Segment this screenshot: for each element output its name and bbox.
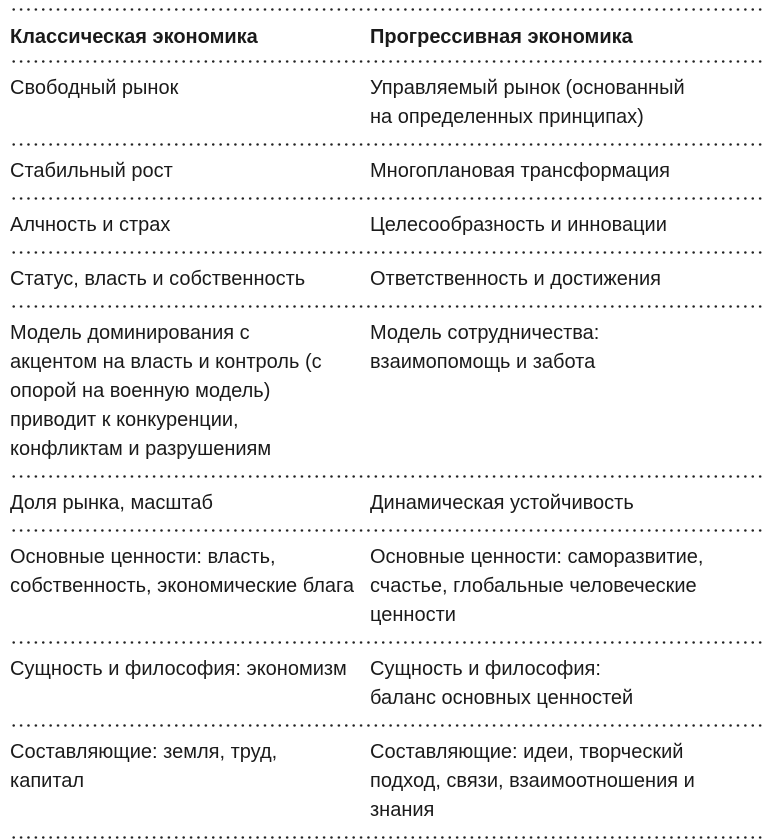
- progressive-cell: Многоплановая трансформация: [370, 160, 670, 182]
- dotted-divider: [10, 251, 766, 254]
- dotted-divider: [10, 475, 766, 478]
- classic-cell: Модель доминирования с акцентом на власт…: [10, 322, 322, 460]
- dotted-divider: [10, 197, 766, 200]
- table-row: Основные ценности: власть, собственность…: [10, 532, 766, 641]
- progressive-cell: Ответственность и достижения: [370, 268, 661, 290]
- classic-cell: Статус, власть и собственность: [10, 268, 306, 290]
- dotted-divider: [10, 641, 766, 644]
- progressive-cell: Основные ценности: саморазвитие, счастье…: [370, 546, 704, 626]
- header-row: Классическая экономика Прогрессивная эко…: [10, 11, 766, 60]
- dotted-divider: [10, 8, 766, 11]
- comparison-table: Классическая экономика Прогрессивная эко…: [0, 8, 766, 839]
- classic-cell: Сущность и философия: экономизм: [10, 658, 347, 680]
- table-row: Алчность и страх Целесообразность и иннов…: [10, 200, 766, 251]
- classic-cell: Доля рынка, масштаб: [10, 492, 213, 514]
- progressive-cell: Составляющие: идеи, творческий подход, с…: [370, 741, 695, 821]
- header-progressive: Прогрессивная экономика: [370, 26, 633, 48]
- progressive-cell: Целесообразность и инновации: [370, 214, 667, 236]
- table-row: Составляющие: земля, труд, капитал Состав…: [10, 727, 766, 836]
- dotted-divider: [10, 143, 766, 146]
- table-row: Модель доминирования с акцентом на власт…: [10, 308, 766, 475]
- classic-cell: Основные ценности: власть, собственность…: [10, 546, 355, 597]
- progressive-cell: Управляемый рынок (основанный на определ…: [370, 77, 685, 128]
- table-row: Доля рынка, масштаб Динамическая устойчив…: [10, 478, 766, 529]
- table-row: Статус, власть и собственность Ответствен…: [10, 254, 766, 305]
- table-row: Сущность и философия: экономизм Сущность …: [10, 644, 766, 724]
- dotted-divider: [10, 529, 766, 532]
- dotted-divider: [10, 60, 766, 63]
- classic-cell: Свободный рынок: [10, 77, 179, 99]
- dotted-divider: [10, 724, 766, 727]
- table-row: Стабильный рост Многоплановая трансформац…: [10, 146, 766, 197]
- progressive-cell: Сущность и философия: баланс основных це…: [370, 658, 634, 709]
- dotted-divider: [10, 305, 766, 308]
- table-row: Свободный рынок Управляемый рынок (основа…: [10, 63, 766, 143]
- classic-cell: Стабильный рост: [10, 160, 173, 182]
- progressive-cell: Динамическая устойчивость: [370, 492, 634, 514]
- progressive-cell: Модель сотрудничества: взаимопомощь и за…: [370, 322, 600, 373]
- header-classic: Классическая экономика: [10, 26, 258, 48]
- classic-cell: Алчность и страх: [10, 214, 171, 236]
- classic-cell: Составляющие: земля, труд, капитал: [10, 741, 278, 792]
